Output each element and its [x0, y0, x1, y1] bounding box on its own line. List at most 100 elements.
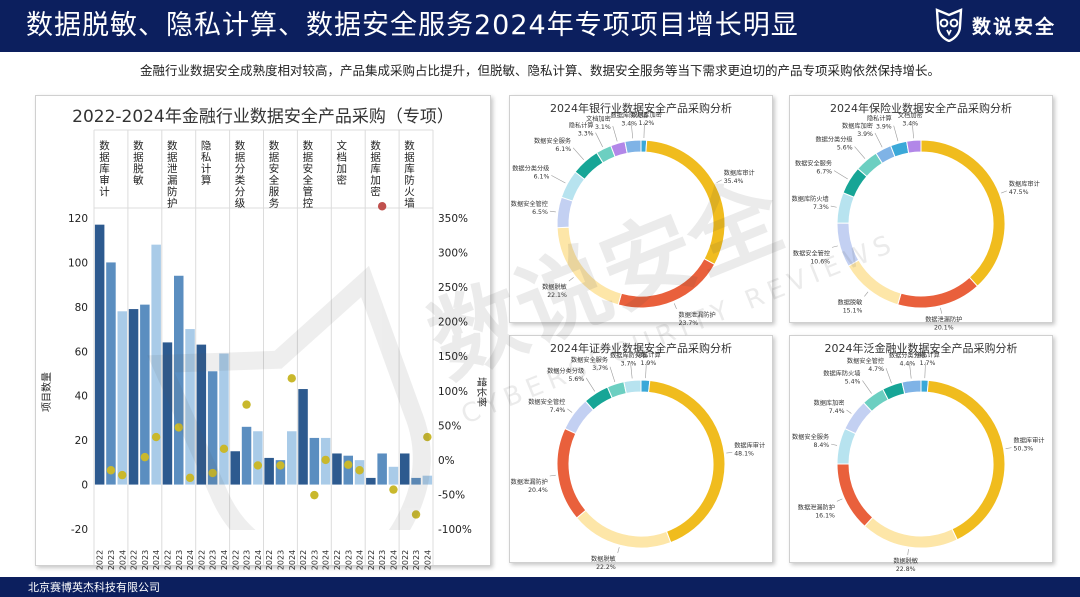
growth-point [140, 452, 150, 462]
y-tick-label: 120 [68, 213, 88, 225]
pie-label-pct: 4.4% [900, 361, 916, 368]
pie-label-name: 数据安全管控 [528, 398, 565, 406]
pie-leader-line [643, 122, 645, 139]
pie-label-name: 数据库审计 [724, 169, 755, 177]
pie-leader-line [846, 409, 852, 414]
year-tick-label: 2023 [344, 550, 353, 570]
bar [388, 466, 399, 485]
pie-label-pct: 10.6% [810, 258, 830, 265]
pie-label-pct: 3.4% [621, 120, 637, 127]
pie-leader-line [864, 291, 869, 297]
pie-slice [863, 516, 958, 549]
bar [162, 342, 173, 485]
bar [94, 224, 105, 485]
pie-leader-line [836, 498, 843, 502]
growth-point [253, 461, 263, 470]
pie-slice [556, 196, 574, 229]
pie-label-pct: 23.7% [679, 320, 699, 327]
pie-slice [926, 379, 1006, 541]
pie-card-securities: 2024年证券业数据安全产品采购分析 隐私计算 1.9% 数据库审计 48.1% 数据脱敏… [509, 335, 773, 571]
pie-label-name: 数据泄漏防护 [511, 478, 548, 486]
year-tick-label: 2023 [412, 550, 421, 570]
pie-label-pct: 22.8% [896, 566, 916, 573]
pie-title: 2024年银行业数据安全产品采购分析 [550, 101, 732, 115]
year-tick-label: 2022 [265, 550, 274, 570]
pie-leader-line [595, 132, 603, 148]
y-axis-label: 项目数量 [40, 372, 53, 412]
pie-slice [645, 139, 726, 266]
pie-label-pct: 50.3% [1014, 446, 1034, 453]
header-bar [0, 0, 1080, 52]
year-tick-label: 2022 [231, 550, 240, 570]
y-tick-label: -20 [71, 524, 88, 536]
bar-chart-svg: 2022-2024年金融行业数据安全产品采购（专项） 数据库审计 数据脱敏 数据泄漏防… [40, 107, 488, 570]
pie-label-pct: 48.1% [734, 450, 754, 457]
pie-leader-line [551, 175, 566, 184]
pie-label-pct: 3.1% [595, 124, 611, 131]
year-tick-label: 2022 [299, 550, 308, 570]
pie-slice [836, 192, 855, 224]
pie-label-name: 数据库审计 [1009, 180, 1040, 188]
year-tick-label: 2024 [356, 550, 365, 570]
category-label: 数据泄漏防护 [166, 139, 178, 209]
pie-leader-line [630, 122, 634, 139]
year-tick-label: 2024 [220, 550, 229, 570]
category-label: 数据安全管控 [301, 139, 313, 209]
pie-label-pct: 3.9% [857, 131, 873, 138]
pie-title: 2024年保险业数据安全产品采购分析 [830, 101, 1012, 115]
page-subtitle: 金融行业数据安全成熟度相对较高，产品集成采购占比提升，但脱敏、隐私计算、数据安全… [139, 63, 940, 78]
category-label: 数据脱敏 [132, 139, 144, 186]
pie-label-name: 数据分类分级 [815, 136, 852, 144]
pie-label-name: 隐私计算 [867, 115, 892, 123]
category-label: 数据库防火墙 [403, 139, 415, 209]
pie-label-name: 数据安全管控 [793, 249, 830, 257]
pie-leader-line [907, 549, 909, 556]
year-tick-label: 2023 [378, 550, 387, 570]
category-label: 隐私计算 [200, 140, 212, 186]
pie-slice [836, 427, 857, 465]
bar [400, 453, 410, 485]
year-tick-label: 2023 [310, 550, 319, 570]
pie-label-pct: 3.4% [902, 120, 918, 127]
bar [366, 477, 376, 485]
growth-point [151, 432, 161, 442]
bar [411, 477, 421, 485]
category-label: 数据安全服务 [267, 139, 279, 209]
year-tick-label: 2022 [197, 550, 206, 570]
y-tick-label: 60 [75, 346, 88, 358]
bar [196, 344, 207, 485]
brand-logo: 数说安全 [934, 6, 1056, 44]
pie-label-name: 数据分类分级 [512, 164, 549, 172]
pie-label-pct: 7.4% [550, 407, 566, 414]
pie-leader-line [673, 303, 677, 309]
pie-label-name: 数据脱敏 [542, 283, 567, 291]
growth-point [242, 400, 251, 409]
pie-leader-line [716, 179, 722, 184]
pie-label-name: 数据库防火墙 [792, 195, 829, 203]
pie-leader-line [726, 451, 733, 454]
pie-leader-line [1001, 190, 1007, 194]
bar-chart-title: 2022-2024年金融行业数据安全产品采购（专项） [72, 107, 454, 127]
growth-point [321, 455, 330, 465]
y-tick-label: 0 [81, 480, 88, 492]
year-tick-label: 2024 [186, 550, 195, 570]
year-tick-label: 2024 [389, 550, 398, 570]
pie-label-name: 数据泄漏防护 [925, 316, 962, 324]
footer-company: 北京赛博英杰科技有限公司 [28, 581, 160, 594]
pie-label-pct: 3.7% [592, 365, 608, 372]
pie-slice [906, 139, 922, 154]
pie-slice [556, 427, 587, 519]
y2-tick-label: -50% [438, 489, 465, 501]
pie-label-name: 隐私计算 [915, 351, 940, 359]
y2-tick-label: 100% [438, 386, 468, 398]
y2-tick-label: 250% [438, 282, 468, 294]
pie-leader-line [609, 366, 616, 383]
bar [207, 371, 218, 485]
growth-point [287, 374, 296, 383]
pie-label-pct: 7.3% [813, 204, 829, 211]
pie-label-name: 数据安全管控 [511, 200, 548, 208]
growth-point [389, 485, 398, 494]
y2-tick-label: 0% [438, 455, 455, 467]
